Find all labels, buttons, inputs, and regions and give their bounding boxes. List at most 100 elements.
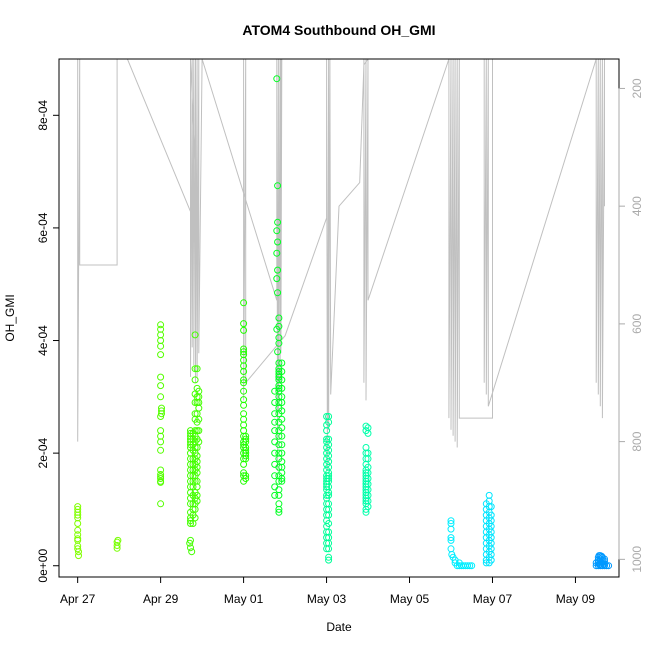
data-point [195,438,203,446]
data-point [271,387,279,395]
data-point [362,422,370,430]
data-point [74,545,82,553]
data-point [595,552,603,560]
data-point [275,432,283,440]
data-point [325,520,333,527]
data-point [75,548,82,556]
y-tick-label: 8e-04 [36,100,50,131]
data-point [278,399,286,406]
data-point [274,238,282,246]
x-tick-label: May 03 [307,592,347,606]
data-point [157,500,165,508]
y-tick-label: 2e-04 [36,437,50,468]
data-point [188,548,196,556]
data-point [242,452,250,460]
x-tick-label: Apr 29 [143,592,179,606]
data-point [278,384,286,392]
data-point [74,526,82,534]
y-tick-label: 0e+00 [36,549,50,583]
x-tick-label: Apr 27 [60,592,96,606]
y-axis: 0e+00 2e-04 4e-04 6e-04 8e-04 [36,100,60,583]
data-points-layer [74,75,613,570]
data-point [601,557,608,565]
y-tick-label: 6e-04 [36,212,50,243]
data-point [274,289,282,297]
data-point [273,275,281,283]
data-point [487,556,495,564]
pressure-trace-layer [77,58,605,472]
data-point [323,427,331,435]
data-point [273,325,281,333]
data-point [278,359,286,367]
data-point [186,539,194,547]
data-point [271,483,279,491]
data-point [278,475,286,482]
data-point [114,536,122,544]
data-point [113,544,121,552]
data-point [157,471,165,478]
data-point [601,562,608,570]
x-axis: Apr 27 Apr 29 May 01 May 03 May 05 May 07 May … [60,576,595,606]
data-point [271,418,279,426]
data-point [325,418,333,426]
data-point [240,401,248,409]
secondary-tick-label: 800 [630,431,644,451]
data-point [455,559,463,567]
data-point [157,438,165,446]
x-tick-label: May 01 [224,592,264,606]
data-point [278,407,286,415]
data-point [240,379,248,387]
data-point [193,365,201,373]
data-point [275,505,283,513]
data-point [271,460,279,468]
data-point [325,545,333,553]
data-point [74,520,82,527]
data-point [271,438,279,446]
data-point [157,373,165,381]
data-point [193,469,201,477]
data-point [157,351,165,359]
data-point [278,432,286,440]
data-point [274,182,282,190]
data-point [157,478,165,486]
data-point [325,511,333,519]
data-point [113,542,121,549]
data-point [364,429,372,437]
data-point [274,218,282,226]
chart-title: ATOM4 Southbound OH_GMI [242,22,435,38]
data-point [242,472,250,480]
data-point [278,441,286,449]
data-point [195,404,203,412]
data-point [240,348,248,356]
data-point [278,424,286,432]
data-point [271,449,279,457]
data-point [193,483,201,491]
data-point [278,477,286,485]
data-point [74,535,82,543]
data-point [240,376,248,384]
data-point [275,508,283,516]
data-point [157,413,165,420]
data-point [325,475,333,482]
data-point [271,491,279,499]
data-point [273,249,281,257]
data-point [273,227,281,235]
data-point [605,562,613,570]
data-point [468,562,476,570]
data-point [273,75,281,83]
data-point [466,562,474,570]
x-axis-label: Date [326,620,352,634]
x-tick-label: May 07 [473,592,513,606]
data-point [191,376,199,384]
data-point [278,368,286,375]
data-point [157,466,165,474]
data-point [447,525,455,533]
pressure-trace-line [77,58,605,472]
y-tick-label: 4e-04 [36,325,50,356]
data-point [75,552,82,560]
data-point [325,556,333,564]
plot-frame [58,58,620,578]
data-point [275,339,283,347]
data-point [447,517,455,525]
data-point [240,368,248,375]
